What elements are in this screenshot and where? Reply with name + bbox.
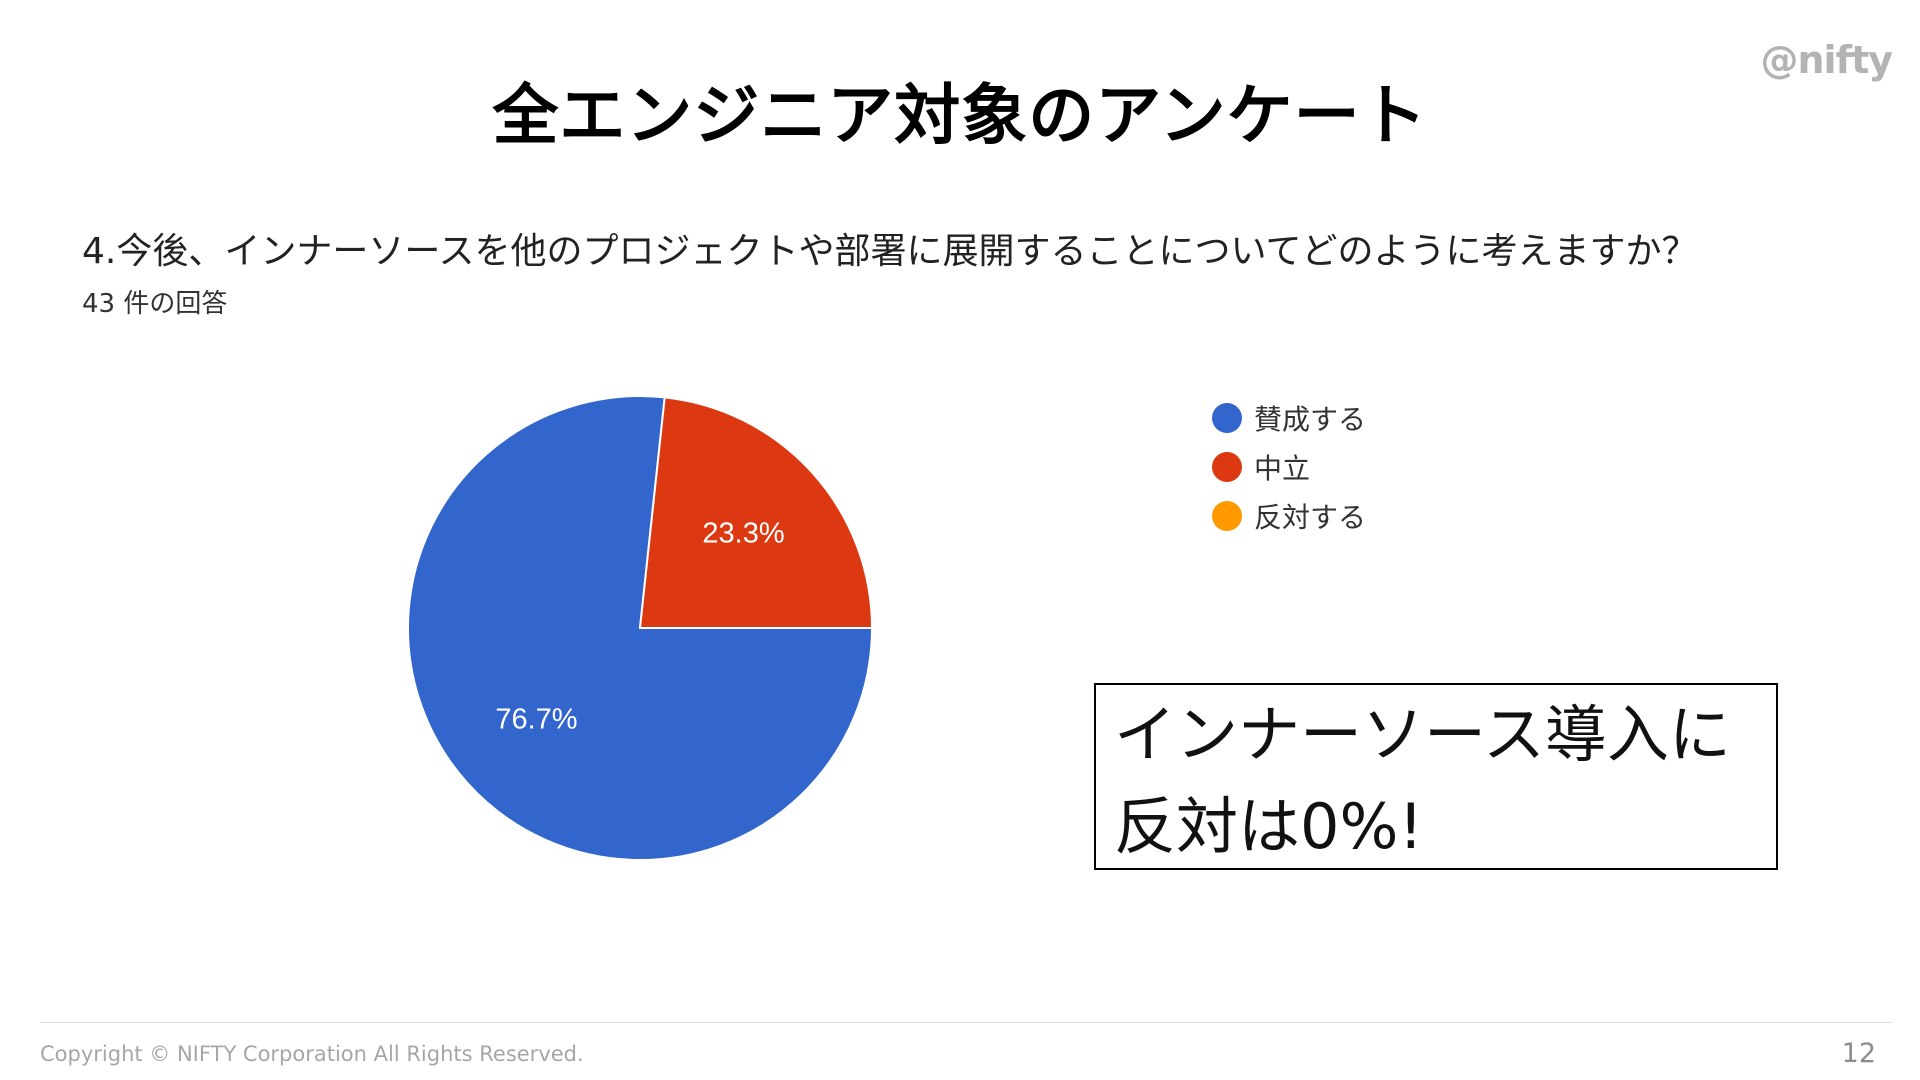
pie-chart: 76.7% 23.3% (407, 395, 874, 861)
page-number: 12 (1841, 1038, 1876, 1069)
legend-item-3: 反対する (1212, 491, 1366, 540)
legend-swatch (1212, 451, 1242, 482)
callout-line-2: 反対は0%! (1114, 790, 1424, 863)
nifty-logo: @nifty (1760, 38, 1893, 82)
response-count: 43 件の回答 (82, 289, 228, 319)
slide-title: 全エンジニア対象のアンケート (492, 77, 1428, 154)
chart-legend: 賛成する中立反対する (1212, 393, 1366, 540)
legend-swatch (1212, 500, 1242, 531)
pie-label-2: 23.3% (702, 518, 784, 550)
callout-box: インナーソース導入に 反対は0%! (1094, 683, 1778, 870)
footer-divider (40, 1022, 1892, 1023)
legend-item-2: 中立 (1212, 442, 1366, 491)
legend-swatch (1212, 402, 1242, 433)
copyright-text: Copyright © NIFTY Corporation All Rights… (40, 1042, 584, 1066)
legend-label: 反対する (1254, 500, 1367, 534)
callout-line-1: インナーソース導入に (1114, 698, 1731, 771)
legend-item-1: 賛成する (1212, 393, 1366, 442)
legend-label: 賛成する (1254, 402, 1367, 436)
pie-label-1: 76.7% (495, 704, 577, 736)
legend-label: 中立 (1254, 451, 1311, 485)
pie-slice-2 (638, 396, 874, 629)
survey-question: 4.今後、インナーソースを他のプロジェクトや部署に展開することについてどのように… (82, 231, 1698, 272)
